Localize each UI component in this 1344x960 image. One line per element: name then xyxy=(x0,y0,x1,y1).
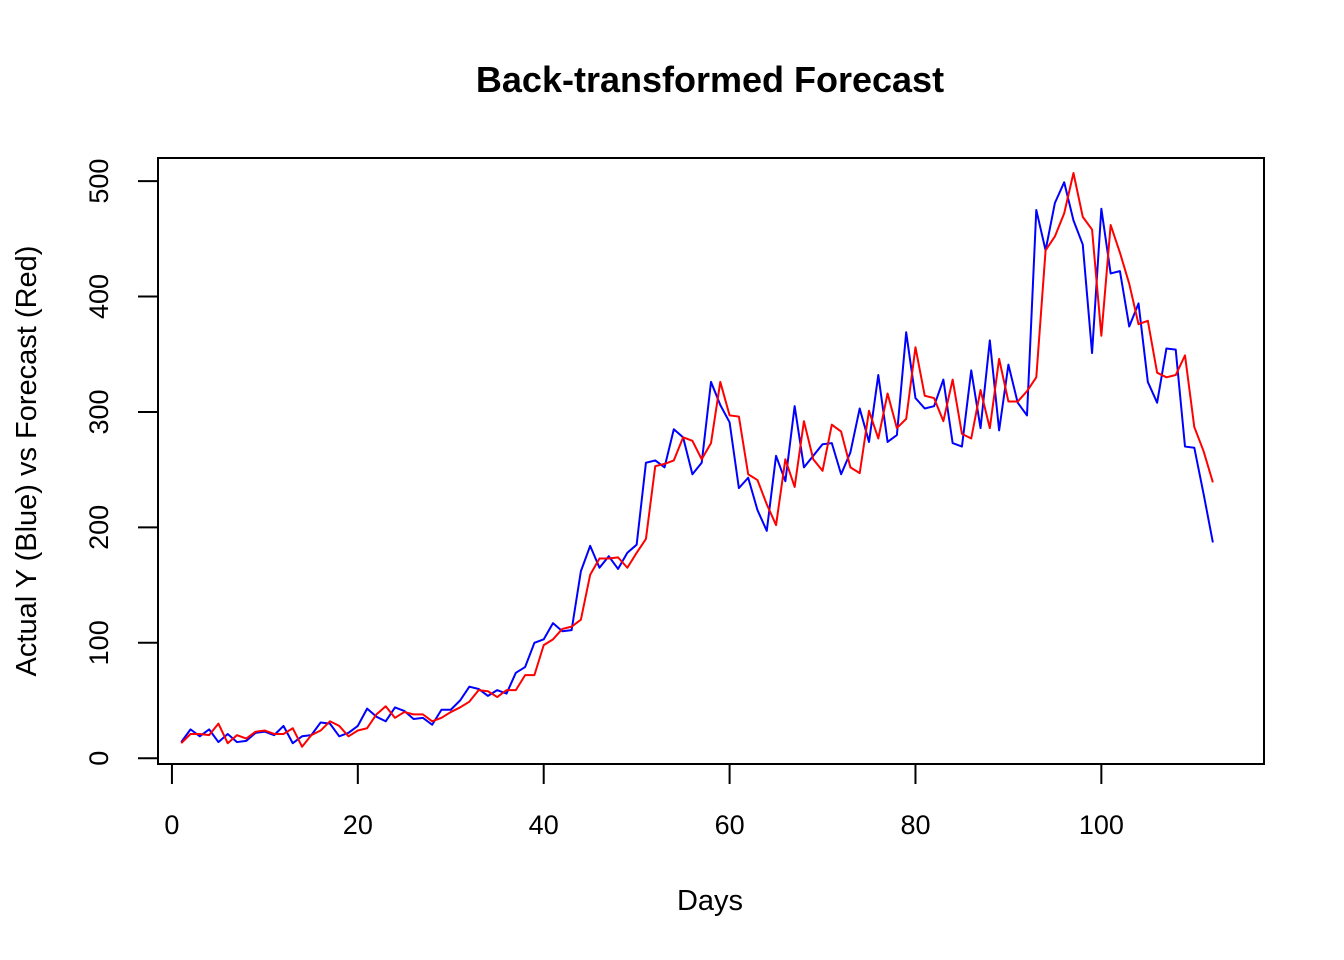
y-tick-label: 400 xyxy=(84,274,114,319)
plot-area xyxy=(180,172,1214,748)
series-line-actual xyxy=(180,181,1214,745)
chart-title: Back-transformed Forecast xyxy=(476,59,944,100)
y-tick-label: 500 xyxy=(84,159,114,204)
series-line-forecast xyxy=(180,172,1214,748)
x-tick-label: 80 xyxy=(900,810,930,840)
x-tick-label: 0 xyxy=(164,810,179,840)
x-tick-label: 100 xyxy=(1079,810,1124,840)
y-tick-label: 0 xyxy=(84,751,114,766)
x-axis: 0 20 40 60 80 100 xyxy=(164,763,1124,840)
x-axis-label: Days xyxy=(677,885,743,917)
y-axis-label: Actual Y (Blue) vs Forecast (Red) xyxy=(11,246,43,677)
y-tick-label: 100 xyxy=(84,620,114,665)
x-tick-label: 20 xyxy=(343,810,373,840)
x-tick-label: 60 xyxy=(715,810,745,840)
y-tick-label: 300 xyxy=(84,389,114,434)
y-axis: 0 100 200 300 400 500 xyxy=(84,159,159,766)
y-tick-label: 200 xyxy=(84,505,114,550)
x-tick-label: 40 xyxy=(529,810,559,840)
